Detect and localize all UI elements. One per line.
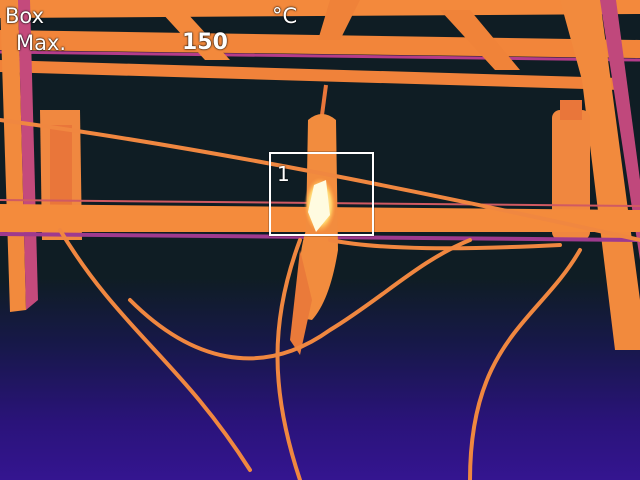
max-temperature-label: Max.: [16, 31, 67, 55]
central-insulator: [290, 84, 338, 355]
right-support-pole: [552, 0, 640, 350]
wires: [0, 118, 640, 480]
temperature-unit-label: °C: [272, 4, 298, 28]
measurement-box-id: 1: [277, 162, 290, 186]
upper-steel-beams: [0, 0, 640, 90]
measurement-mode-label: Box: [5, 4, 45, 28]
max-temperature-value: 150: [182, 30, 228, 55]
measurement-box[interactable]: 1: [269, 152, 374, 236]
